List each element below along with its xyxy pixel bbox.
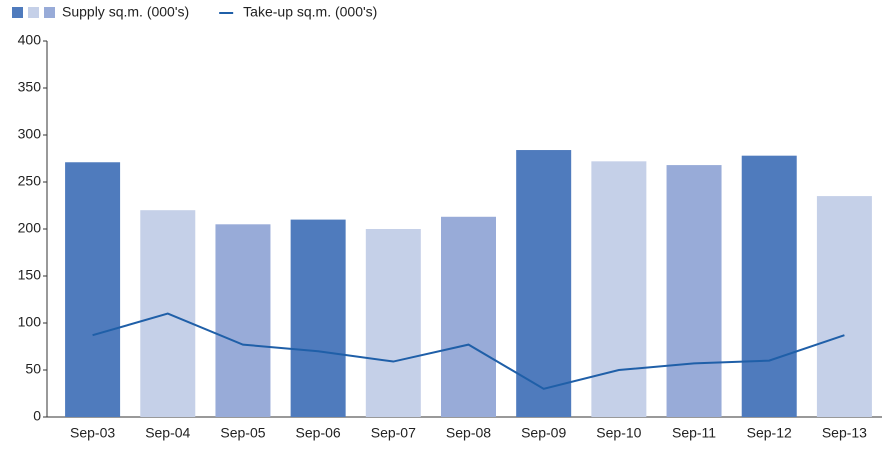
y-tick-label: 0 [33,408,41,424]
bar [591,161,647,417]
y-tick-label: 200 [18,220,42,236]
y-tick-label: 300 [18,126,42,142]
x-tick-label: Sep-11 [672,425,716,441]
bar [816,196,872,417]
x-tick-label: Sep-06 [296,425,341,441]
x-tick-label: Sep-04 [145,425,190,441]
y-tick-label: 350 [18,79,42,95]
line [92,312,845,390]
x-tick-label: Sep-10 [596,425,641,441]
y-tick-label: 400 [18,32,42,48]
y-tick-label: 250 [18,173,42,189]
x-tick-label: Sep-13 [822,425,867,441]
bar [290,219,346,417]
x-tick-label: Sep-03 [70,425,115,441]
y-tick-label: 150 [18,267,42,283]
y-tick-label: 50 [25,361,41,377]
bar [365,229,421,417]
bar [666,165,722,417]
x-tick-label: Sep-07 [371,425,416,441]
legend-swatch [12,7,23,18]
legend-label: Supply sq.m. (000's) [62,4,189,20]
bar [741,155,797,417]
bar [441,216,496,417]
y-tick-label: 100 [18,314,42,330]
bar [516,150,572,418]
legend-swatch [44,7,55,18]
bar [65,162,121,417]
bar [215,224,271,417]
legend-swatch [28,7,39,18]
x-tick-label: Sep-12 [747,425,792,441]
x-tick-label: Sep-09 [521,425,566,441]
x-tick-label: Sep-08 [446,425,491,441]
x-tick-label: Sep-05 [220,425,265,441]
legend-label: Take-up sq.m. (000's) [243,4,377,20]
